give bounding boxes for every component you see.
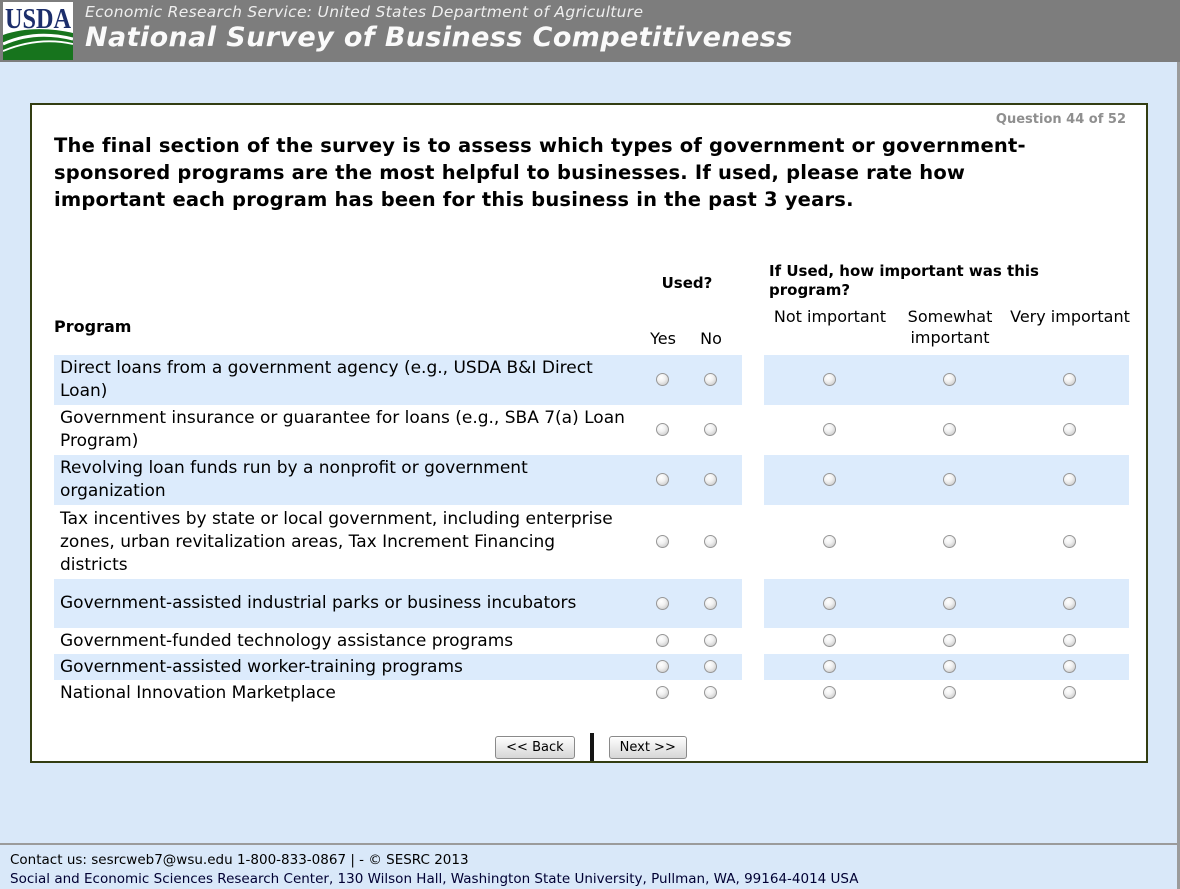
footer-address: Social and Economic Sciences Research Ce…: [10, 871, 859, 887]
importance-not-radio[interactable]: [823, 596, 836, 610]
table-row: Government insurance or guarantee for lo…: [32, 405, 1150, 455]
usda-logo-image: USDA: [2, 2, 74, 60]
importance-somewhat-radio[interactable]: [943, 473, 956, 486]
importance-not-radio[interactable]: [823, 634, 836, 647]
used-no-radio[interactable]: [704, 373, 717, 386]
used-yes-radio[interactable]: [656, 596, 669, 610]
program-rows: Direct loans from a government agency (e…: [32, 355, 1150, 706]
usda-logo: USDA: [2, 2, 74, 60]
importance-not-radio[interactable]: [823, 535, 836, 548]
table-row: Direct loans from a government agency (e…: [32, 355, 1150, 405]
table-row: Government-funded technology assistance …: [32, 628, 1150, 654]
program-label: Government-assisted worker-training prog…: [60, 656, 463, 677]
program-label: Revolving loan funds run by a nonprofit …: [60, 458, 528, 501]
table-row: Government-assisted worker-training prog…: [32, 654, 1150, 680]
table-row: Government-assisted industrial parks or …: [32, 579, 1150, 628]
next-button[interactable]: Next >>: [608, 735, 687, 759]
importance-very-radio[interactable]: [1063, 423, 1076, 436]
importance-not-radio[interactable]: [823, 373, 836, 386]
importance-very-radio[interactable]: [1063, 686, 1076, 699]
used-yes-radio[interactable]: [656, 373, 669, 386]
no-column-label: No: [700, 329, 722, 348]
row-stripe-left: [54, 579, 742, 628]
program-label: Government insurance or guarantee for lo…: [60, 408, 625, 451]
importance-very-radio[interactable]: [1063, 373, 1076, 386]
importance-not-radio[interactable]: [823, 423, 836, 436]
importance-very-radio[interactable]: [1063, 473, 1076, 486]
importance-very-radio[interactable]: [1063, 634, 1076, 647]
used-yes-radio[interactable]: [656, 423, 669, 436]
button-separator: [589, 733, 594, 761]
importance-not-radio[interactable]: [823, 660, 836, 673]
table-row: National Innovation Marketplace: [32, 680, 1150, 706]
footer-divider: [0, 843, 1180, 845]
table-row: Revolving loan funds run by a nonprofit …: [32, 455, 1150, 505]
footer-contact: Contact us: sesrcweb7@wsu.edu 1-800-833-…: [10, 852, 469, 868]
agency-tagline: Economic Research Service: United States…: [85, 3, 644, 21]
question-counter: Question 44 of 52: [995, 112, 1126, 127]
used-no-radio[interactable]: [704, 660, 717, 673]
importance-not-radio[interactable]: [823, 473, 836, 486]
row-stripe-left: [54, 355, 742, 405]
very-important-column-label: Very important: [1010, 307, 1130, 326]
program-label: Government-assisted industrial parks or …: [60, 593, 577, 613]
row-stripe-left: [54, 455, 742, 505]
used-column-header: Used?: [661, 274, 713, 292]
importance-not-radio[interactable]: [823, 686, 836, 699]
importance-very-radio[interactable]: [1063, 535, 1076, 548]
used-yes-radio[interactable]: [656, 634, 669, 647]
used-no-radio[interactable]: [704, 535, 717, 548]
importance-somewhat-radio[interactable]: [943, 535, 956, 548]
used-yes-radio[interactable]: [656, 473, 669, 486]
program-label: National Innovation Marketplace: [60, 682, 336, 703]
importance-somewhat-radio[interactable]: [943, 686, 956, 699]
used-no-radio[interactable]: [704, 596, 717, 610]
importance-very-radio[interactable]: [1063, 660, 1076, 673]
importance-very-radio[interactable]: [1063, 596, 1076, 610]
importance-somewhat-radio[interactable]: [943, 596, 956, 610]
window-right-edge: [1177, 62, 1180, 889]
back-button[interactable]: << Back: [495, 735, 575, 759]
program-label: Direct loans from a government agency (e…: [60, 358, 593, 401]
program-label: Tax incentives by state or local governm…: [60, 508, 613, 575]
used-no-radio[interactable]: [704, 686, 717, 699]
program-column-header: Program: [54, 317, 132, 336]
row-stripe-left: [54, 654, 742, 680]
importance-column-header: If Used, how important was this program?: [769, 262, 1039, 299]
importance-somewhat-radio[interactable]: [943, 634, 956, 647]
not-important-column-label: Not important: [773, 307, 887, 326]
used-no-radio[interactable]: [704, 473, 717, 486]
somewhat-important-column-label: Somewhat important: [907, 307, 993, 347]
used-yes-radio[interactable]: [656, 660, 669, 673]
question-panel: Question 44 of 52 The final section of t…: [30, 103, 1148, 763]
used-no-radio[interactable]: [704, 634, 717, 647]
importance-somewhat-radio[interactable]: [943, 373, 956, 386]
navigation-buttons: << Back Next >>: [32, 733, 1150, 761]
survey-title: National Survey of Business Competitiven…: [85, 22, 793, 53]
question-text: The final section of the survey is to as…: [54, 134, 1026, 211]
header-bar: USDA Economic Research Service: United S…: [0, 0, 1180, 62]
used-yes-radio[interactable]: [656, 686, 669, 699]
used-yes-radio[interactable]: [656, 535, 669, 548]
program-label: Government-funded technology assistance …: [60, 630, 514, 651]
yes-column-label: Yes: [650, 329, 676, 348]
table-row: Tax incentives by state or local governm…: [32, 505, 1150, 579]
importance-somewhat-radio[interactable]: [943, 660, 956, 673]
importance-somewhat-radio[interactable]: [943, 423, 956, 436]
used-no-radio[interactable]: [704, 423, 717, 436]
